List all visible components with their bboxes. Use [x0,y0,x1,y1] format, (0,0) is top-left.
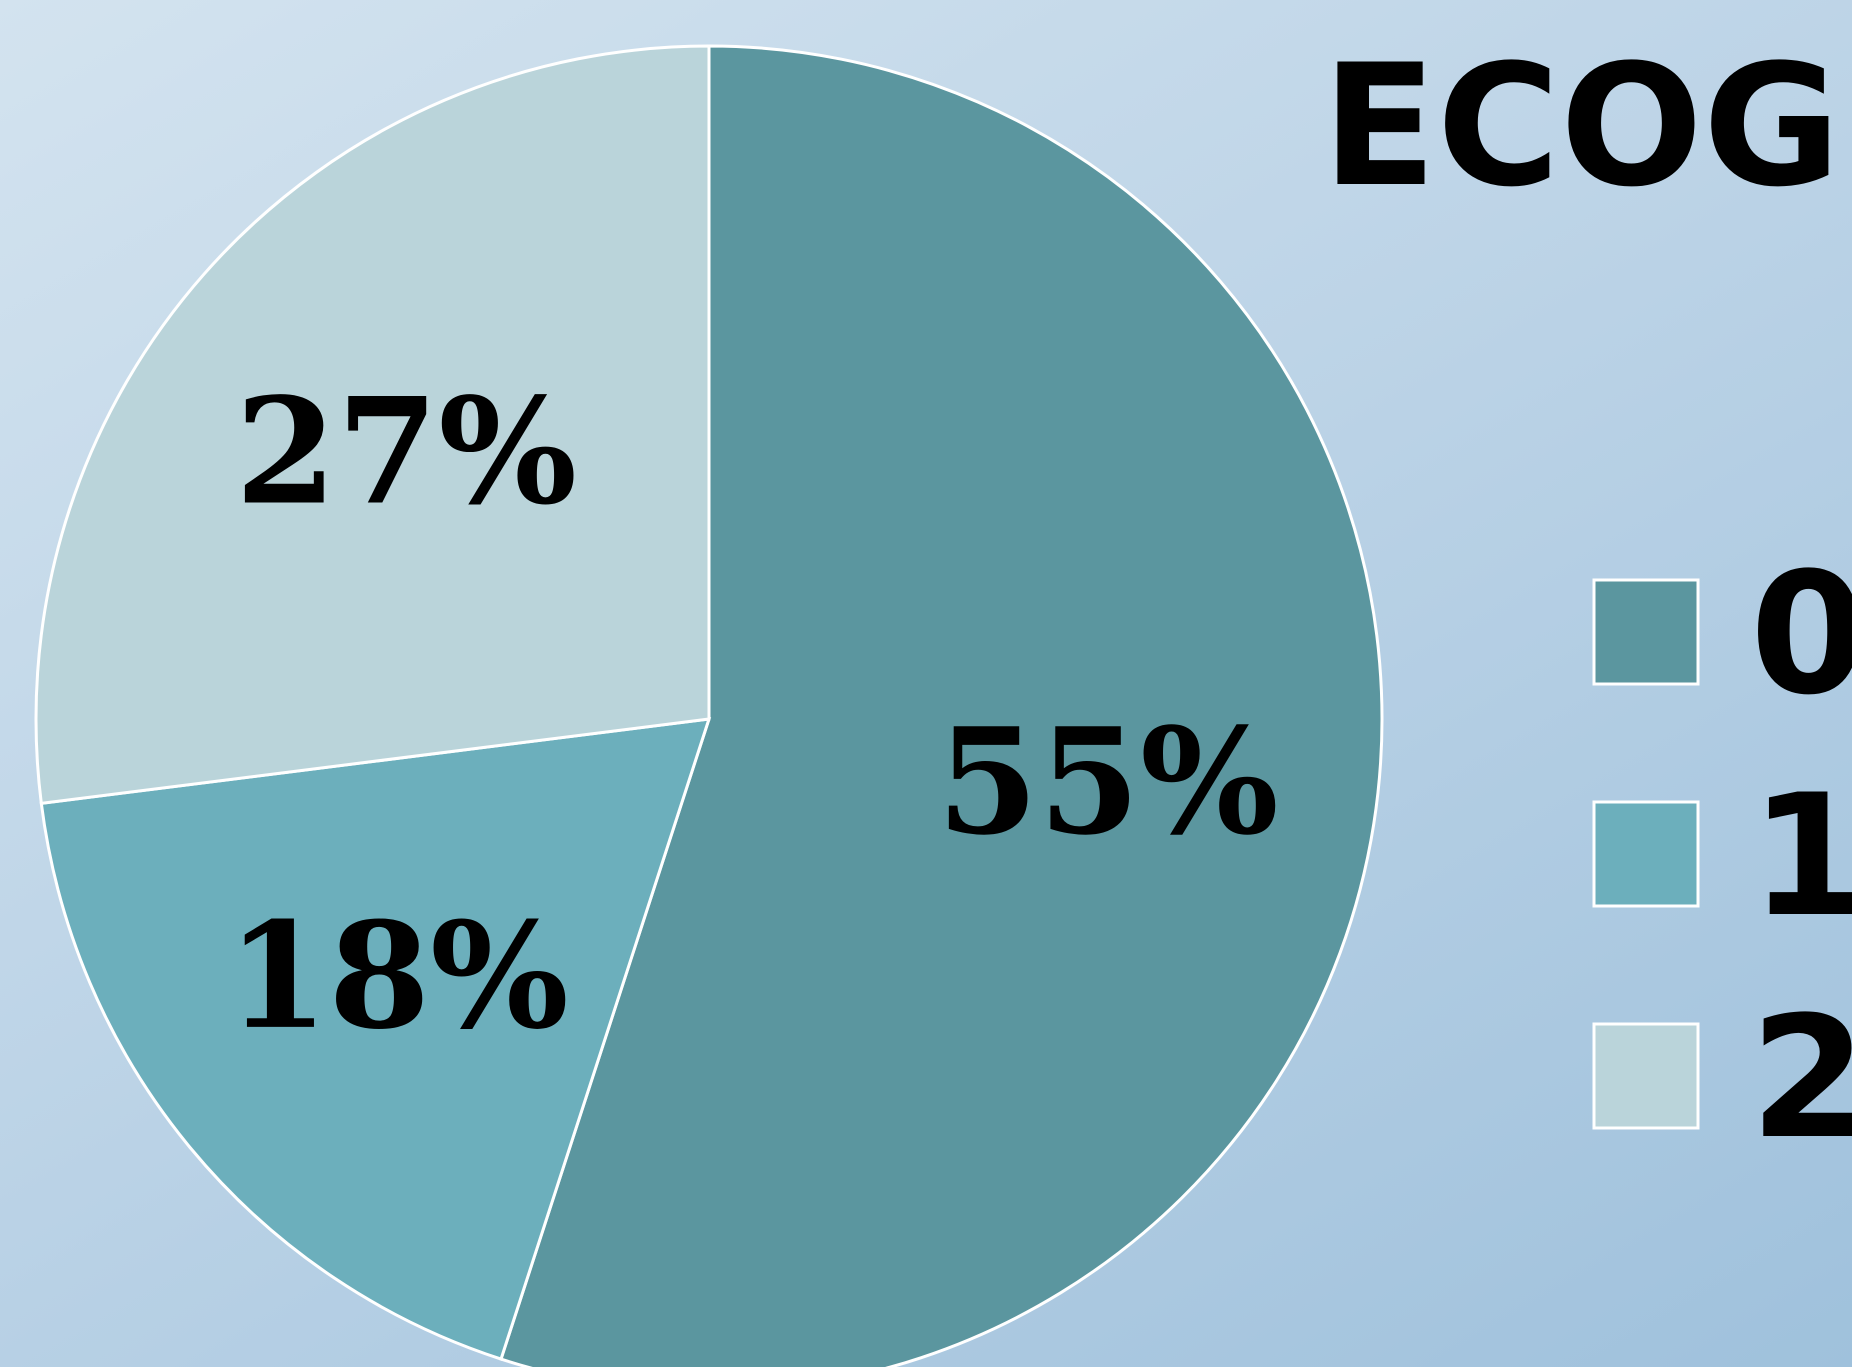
legend: 0 1 2 [1592,536,1852,1176]
slice-label-0: 55% [937,697,1279,868]
pie-slice-2 [34,44,711,806]
slice-labels: 55% 18% 27% [227,366,1279,1061]
slice-label-2: 27% [235,366,577,537]
legend-swatch-0 [1592,578,1700,686]
slice-label-1: 18% [227,891,569,1062]
legend-label-1: 1 [1750,758,1852,954]
legend-swatch-2 [1592,1022,1700,1130]
pie-slice-0 [499,44,1384,1367]
pie-slice-1 [39,717,712,1361]
chart-title: ECOG [1322,28,1841,224]
legend-label-2: 2 [1750,980,1852,1176]
legend-swatch-1 [1592,800,1700,908]
pie-slices [34,44,1384,1367]
legend-label-0: 0 [1750,536,1852,732]
